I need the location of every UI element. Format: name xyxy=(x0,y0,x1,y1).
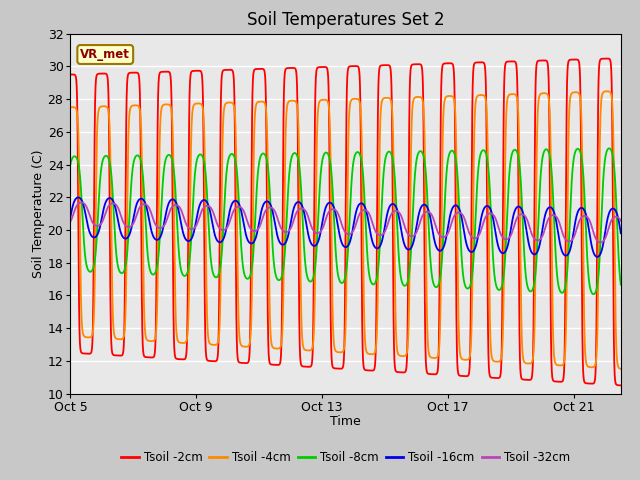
Text: VR_met: VR_met xyxy=(80,48,130,61)
X-axis label: Time: Time xyxy=(330,415,361,428)
Title: Soil Temperatures Set 2: Soil Temperatures Set 2 xyxy=(247,11,444,29)
Y-axis label: Soil Temperature (C): Soil Temperature (C) xyxy=(32,149,45,278)
Legend: Tsoil -2cm, Tsoil -4cm, Tsoil -8cm, Tsoil -16cm, Tsoil -32cm: Tsoil -2cm, Tsoil -4cm, Tsoil -8cm, Tsoi… xyxy=(116,446,575,469)
